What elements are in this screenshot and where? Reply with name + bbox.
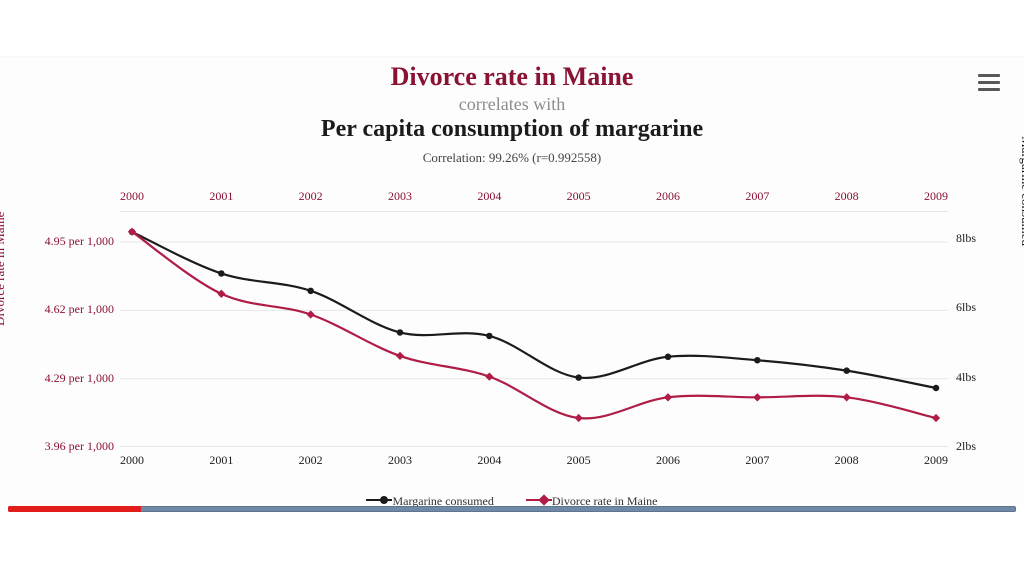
axis-tick-label: 2008 [835,189,859,204]
video-progress-track [8,506,1016,512]
axis-tick-label: 4.95 per 1,000 [24,234,114,249]
series-marker [396,352,404,360]
series-marker [218,270,225,277]
chart-svg [120,211,948,447]
series-marker [485,372,493,380]
axis-tick-label: 2002 [299,189,323,204]
video-progress-played [8,506,141,512]
series-marker [932,414,940,422]
series-marker [843,393,851,401]
axis-tick-label: 4.62 per 1,000 [24,302,114,317]
series-marker [754,357,761,364]
top-whitespace [0,0,1024,56]
axis-tick-label: 2008 [835,453,859,468]
video-progress-bar[interactable] [8,502,1016,516]
series-line [132,232,936,419]
axis-tick-label: 2005 [567,453,591,468]
axis-tick-label: 6lbs [956,300,976,315]
axis-tick-label: 2000 [120,453,144,468]
axis-tick-label: 2005 [567,189,591,204]
axis-tick-label: 4.29 per 1,000 [24,371,114,386]
page-root: Divorce rate in Maine correlates with Pe… [0,0,1024,576]
chart-titles: Divorce rate in Maine correlates with Pe… [0,62,1024,166]
axis-tick-label: 2003 [388,453,412,468]
axis-tick-label: 2002 [299,453,323,468]
plot-area [120,211,948,447]
series-marker [307,288,314,295]
chart-title-1: Divorce rate in Maine [0,62,1024,92]
y-right-axis-title: Margarine consumed [1018,136,1024,246]
y-left-axis-title: Divorce rate in Maine [0,212,8,326]
axis-tick-label: 2001 [209,453,233,468]
correlation-text: Correlation: 99.26% (r=0.992558) [0,150,1024,166]
axis-tick-label: 2009 [924,453,948,468]
axis-tick-label: 2003 [388,189,412,204]
axis-tick-label: 4lbs [956,370,976,385]
axis-tick-label: 3.96 per 1,000 [24,439,114,454]
series-marker [307,310,315,318]
series-marker [665,354,672,361]
series-marker [486,333,493,340]
axis-tick-label: 2004 [477,189,501,204]
axis-tick-label: 2007 [745,189,769,204]
axis-tick-label: 2006 [656,189,680,204]
axis-tick-label: 2000 [120,189,144,204]
series-marker [575,374,582,381]
series-marker [753,393,761,401]
series-marker [843,367,850,374]
axis-tick-label: 2004 [477,453,501,468]
chart-title-sub: correlates with [0,94,1024,116]
chart-title-2: Per capita consumption of margarine [0,115,1024,144]
series-marker [217,290,225,298]
axis-tick-label: 8lbs [956,231,976,246]
chart-menu-button[interactable] [978,74,1000,92]
axis-tick-label: 2007 [745,453,769,468]
axis-tick-label: 2009 [924,189,948,204]
axis-tick-label: 2lbs [956,439,976,454]
series-marker [575,414,583,422]
series-marker [397,329,404,336]
series-marker [933,385,940,392]
axis-tick-label: 2006 [656,453,680,468]
chart-panel: Divorce rate in Maine correlates with Pe… [0,56,1024,504]
series-marker [664,393,672,401]
axis-tick-label: 2001 [209,189,233,204]
